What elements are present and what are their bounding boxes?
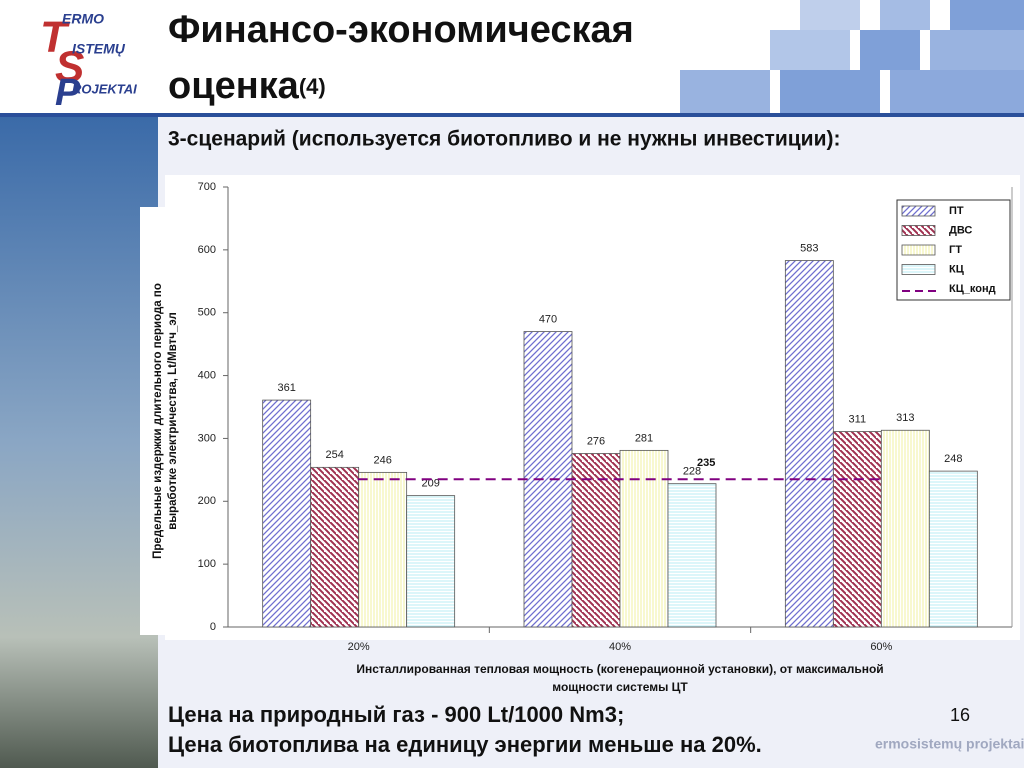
y-axis-label-line: Предельные издержки длительного периода … — [152, 283, 164, 559]
legend-label: ДВС — [949, 224, 972, 236]
y-tick-label: 700 — [198, 181, 216, 193]
title: оценка(4) — [168, 65, 326, 107]
x-tick-label: 20% — [348, 641, 370, 653]
watermark: ermosistemų projektai" — [875, 736, 1024, 752]
footer-line: Цена на природный газ - 900 Lt/1000 Nm3; — [168, 702, 624, 727]
logo: T S P ERMO ISTEMŲ ROJEKTAI — [40, 11, 137, 114]
bar — [310, 466, 360, 628]
svg-text:S: S — [55, 43, 84, 92]
data-label: 281 — [635, 432, 653, 444]
legend-swatch — [901, 225, 936, 236]
x-tick-label: 60% — [870, 641, 892, 653]
page-number: 16 — [950, 705, 970, 725]
legend-label: ПТ — [949, 205, 964, 217]
bar — [358, 471, 408, 628]
data-label: 228 — [683, 466, 701, 478]
data-label: 470 — [539, 313, 557, 325]
y-axis-label: Предельные издержки длительного периода … — [152, 283, 179, 559]
footer-line: Цена биотоплива на единицу энергии меньш… — [168, 732, 762, 757]
legend-label: ГТ — [949, 244, 962, 256]
x-tick-label: 40% — [609, 641, 631, 653]
data-label: 313 — [896, 412, 914, 424]
y-tick-label: 0 — [210, 621, 216, 633]
logo-text: ROJEKTAI — [72, 81, 137, 96]
legend-label: КЦ_конд — [949, 283, 996, 295]
x-axis-label-line: Инсталлированная тепловая мощность (коге… — [356, 662, 883, 676]
logo-text: ERMO — [62, 11, 104, 27]
bar — [523, 331, 573, 628]
y-tick-label: 600 — [198, 244, 216, 256]
y-tick-label: 300 — [198, 432, 216, 444]
data-label: 361 — [277, 382, 295, 394]
data-label: 276 — [587, 435, 605, 447]
data-label: 311 — [849, 413, 867, 425]
y-tick-label: 200 — [198, 495, 216, 507]
side-photo — [0, 115, 158, 768]
data-label: 254 — [325, 449, 343, 461]
bar — [928, 470, 978, 628]
header-rule — [0, 113, 1024, 117]
data-label: 583 — [800, 242, 818, 254]
title-line: оценка — [168, 65, 300, 107]
bar — [619, 449, 669, 628]
svg-text:T: T — [40, 13, 70, 62]
data-label: 248 — [944, 453, 962, 465]
bar — [406, 495, 456, 628]
title-number: (4) — [299, 74, 326, 99]
y-tick-label: 500 — [198, 307, 216, 319]
legend-swatch — [901, 244, 936, 256]
svg-text:P: P — [55, 72, 81, 114]
legend-swatch — [901, 264, 936, 275]
bar — [832, 431, 882, 628]
bar — [571, 453, 621, 628]
bar — [262, 399, 312, 628]
y-axis-label-line: выработке электричества, Lt/Мвтч_эл — [167, 312, 179, 530]
bar — [784, 260, 834, 628]
legend-label: КЦ — [949, 263, 964, 275]
y-tick-label: 100 — [198, 558, 216, 570]
logo-text: ISTEMŲ — [72, 41, 126, 57]
bar — [667, 483, 717, 628]
y-tick-label: 400 — [198, 369, 216, 381]
header-squares — [680, 0, 1024, 115]
bar — [880, 429, 930, 628]
plot: 0 100 200 300 400 500 600 700 20% 40% 60% 361 470 583… — [198, 181, 1013, 653]
data-label: 235 — [697, 457, 715, 469]
legend-swatch — [901, 205, 936, 217]
x-axis-label: Инсталлированная тепловая мощность (коге… — [356, 662, 883, 694]
data-label: 209 — [421, 478, 439, 490]
ylabel-box — [140, 207, 190, 635]
data-label: 246 — [373, 454, 391, 466]
subtitle: 3-сценарий (используется биотопливо и не… — [168, 128, 840, 151]
x-axis-label-line: мощности системы ЦТ — [552, 680, 688, 694]
title: Финансо-экономическая — [168, 9, 634, 51]
